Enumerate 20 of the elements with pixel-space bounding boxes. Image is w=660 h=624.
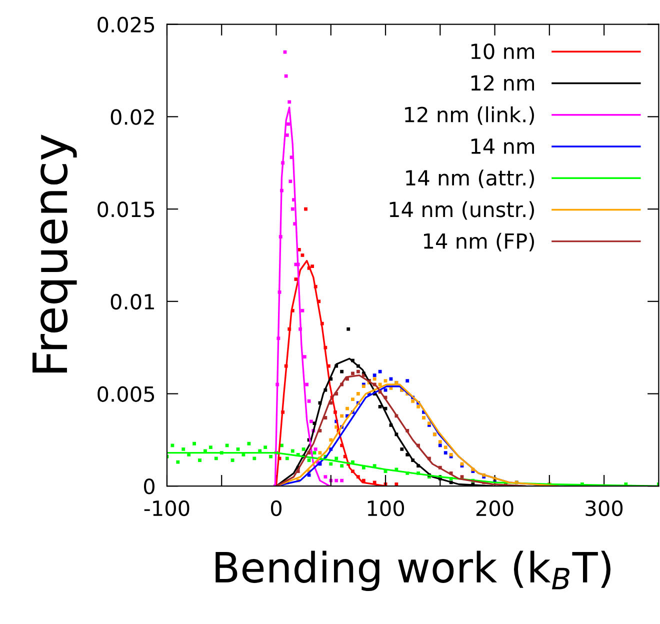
legend-label: 14 nm bbox=[471, 138, 534, 154]
x-tick-label: 200 bbox=[476, 500, 514, 516]
legend-label: 12 nm bbox=[471, 75, 534, 91]
legend-label: 14 nm (FP) bbox=[424, 232, 534, 252]
y-axis-title: Frequency bbox=[32, 134, 77, 373]
y-tick-label: 0.01 bbox=[110, 294, 154, 310]
legend-label: 10 nm bbox=[471, 43, 534, 60]
y-tick-label: 0 bbox=[144, 478, 154, 494]
x-tick-label: 300 bbox=[586, 500, 623, 516]
x-tick-label: 100 bbox=[368, 500, 404, 516]
y-tick-label: 0.015 bbox=[98, 201, 154, 218]
legend-label: 12 nm (link.) bbox=[405, 106, 534, 125]
x-axis-title: Bending work (k$_{B}$T) bbox=[216, 550, 610, 592]
x-tick-label: -100 bbox=[144, 500, 190, 516]
y-tick-label: 0.02 bbox=[110, 109, 154, 125]
y-tick-label: 0.005 bbox=[98, 386, 154, 402]
legend-label: 14 nm (attr.) bbox=[406, 170, 534, 188]
y-tick-label: 0.025 bbox=[98, 16, 154, 33]
x-tick-label: 0 bbox=[270, 500, 282, 516]
legend-label: 14 nm (unstr.) bbox=[390, 201, 534, 220]
